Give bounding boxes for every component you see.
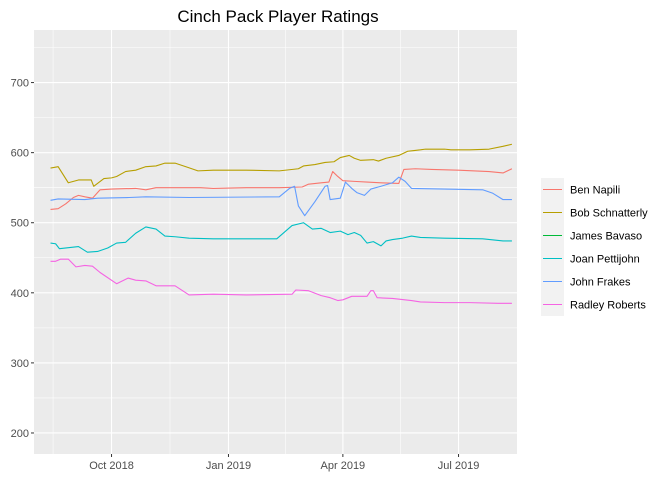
- series-lines: [50, 143, 513, 304]
- y-tick-label: 600: [11, 148, 29, 160]
- x-tick-label: Jul 2019: [438, 460, 480, 472]
- legend-label-ben-napili: Ben Napili: [570, 185, 620, 197]
- y-tick-label: 500: [11, 218, 29, 230]
- series-line-radley-roberts: [50, 258, 512, 304]
- legend-label-bob-schnatterly: Bob Schnatterly: [570, 208, 648, 220]
- minor-gridlines: [34, 30, 517, 454]
- x-tick-label: Apr 2019: [321, 460, 366, 472]
- y-axis: 200 300 400 500 600 700: [11, 78, 34, 440]
- series-line-john-frakes: [50, 176, 512, 217]
- x-axis: Oct 2018 Jan 2019 Apr 2019 Jul 2019: [89, 454, 479, 472]
- y-tick-label: 400: [11, 288, 29, 300]
- y-tick-label: 300: [11, 358, 29, 370]
- chart-title: Cinch Pack Player Ratings: [177, 7, 378, 26]
- legend: Ben Napili Bob Schnatterly James Bavaso Joa…: [541, 178, 648, 316]
- legend-label-radley-roberts: Radley Roberts: [570, 300, 646, 312]
- series-line-ben-napili: [50, 168, 513, 210]
- x-tick-label: Oct 2018: [89, 460, 134, 472]
- y-tick-label: 200: [11, 428, 29, 440]
- series-line-bob-schnatterly: [50, 143, 513, 187]
- x-tick-label: Jan 2019: [206, 460, 251, 472]
- plot-panel: [34, 30, 517, 454]
- legend-label-james-bavaso: James Bavaso: [570, 231, 642, 243]
- series-line-joan-pettijohn: [50, 222, 512, 253]
- major-gridlines: [34, 30, 517, 454]
- y-tick-label: 700: [11, 78, 29, 90]
- legend-label-joan-pettijohn: Joan Pettijohn: [570, 254, 640, 266]
- legend-label-john-frakes: John Frakes: [570, 277, 631, 289]
